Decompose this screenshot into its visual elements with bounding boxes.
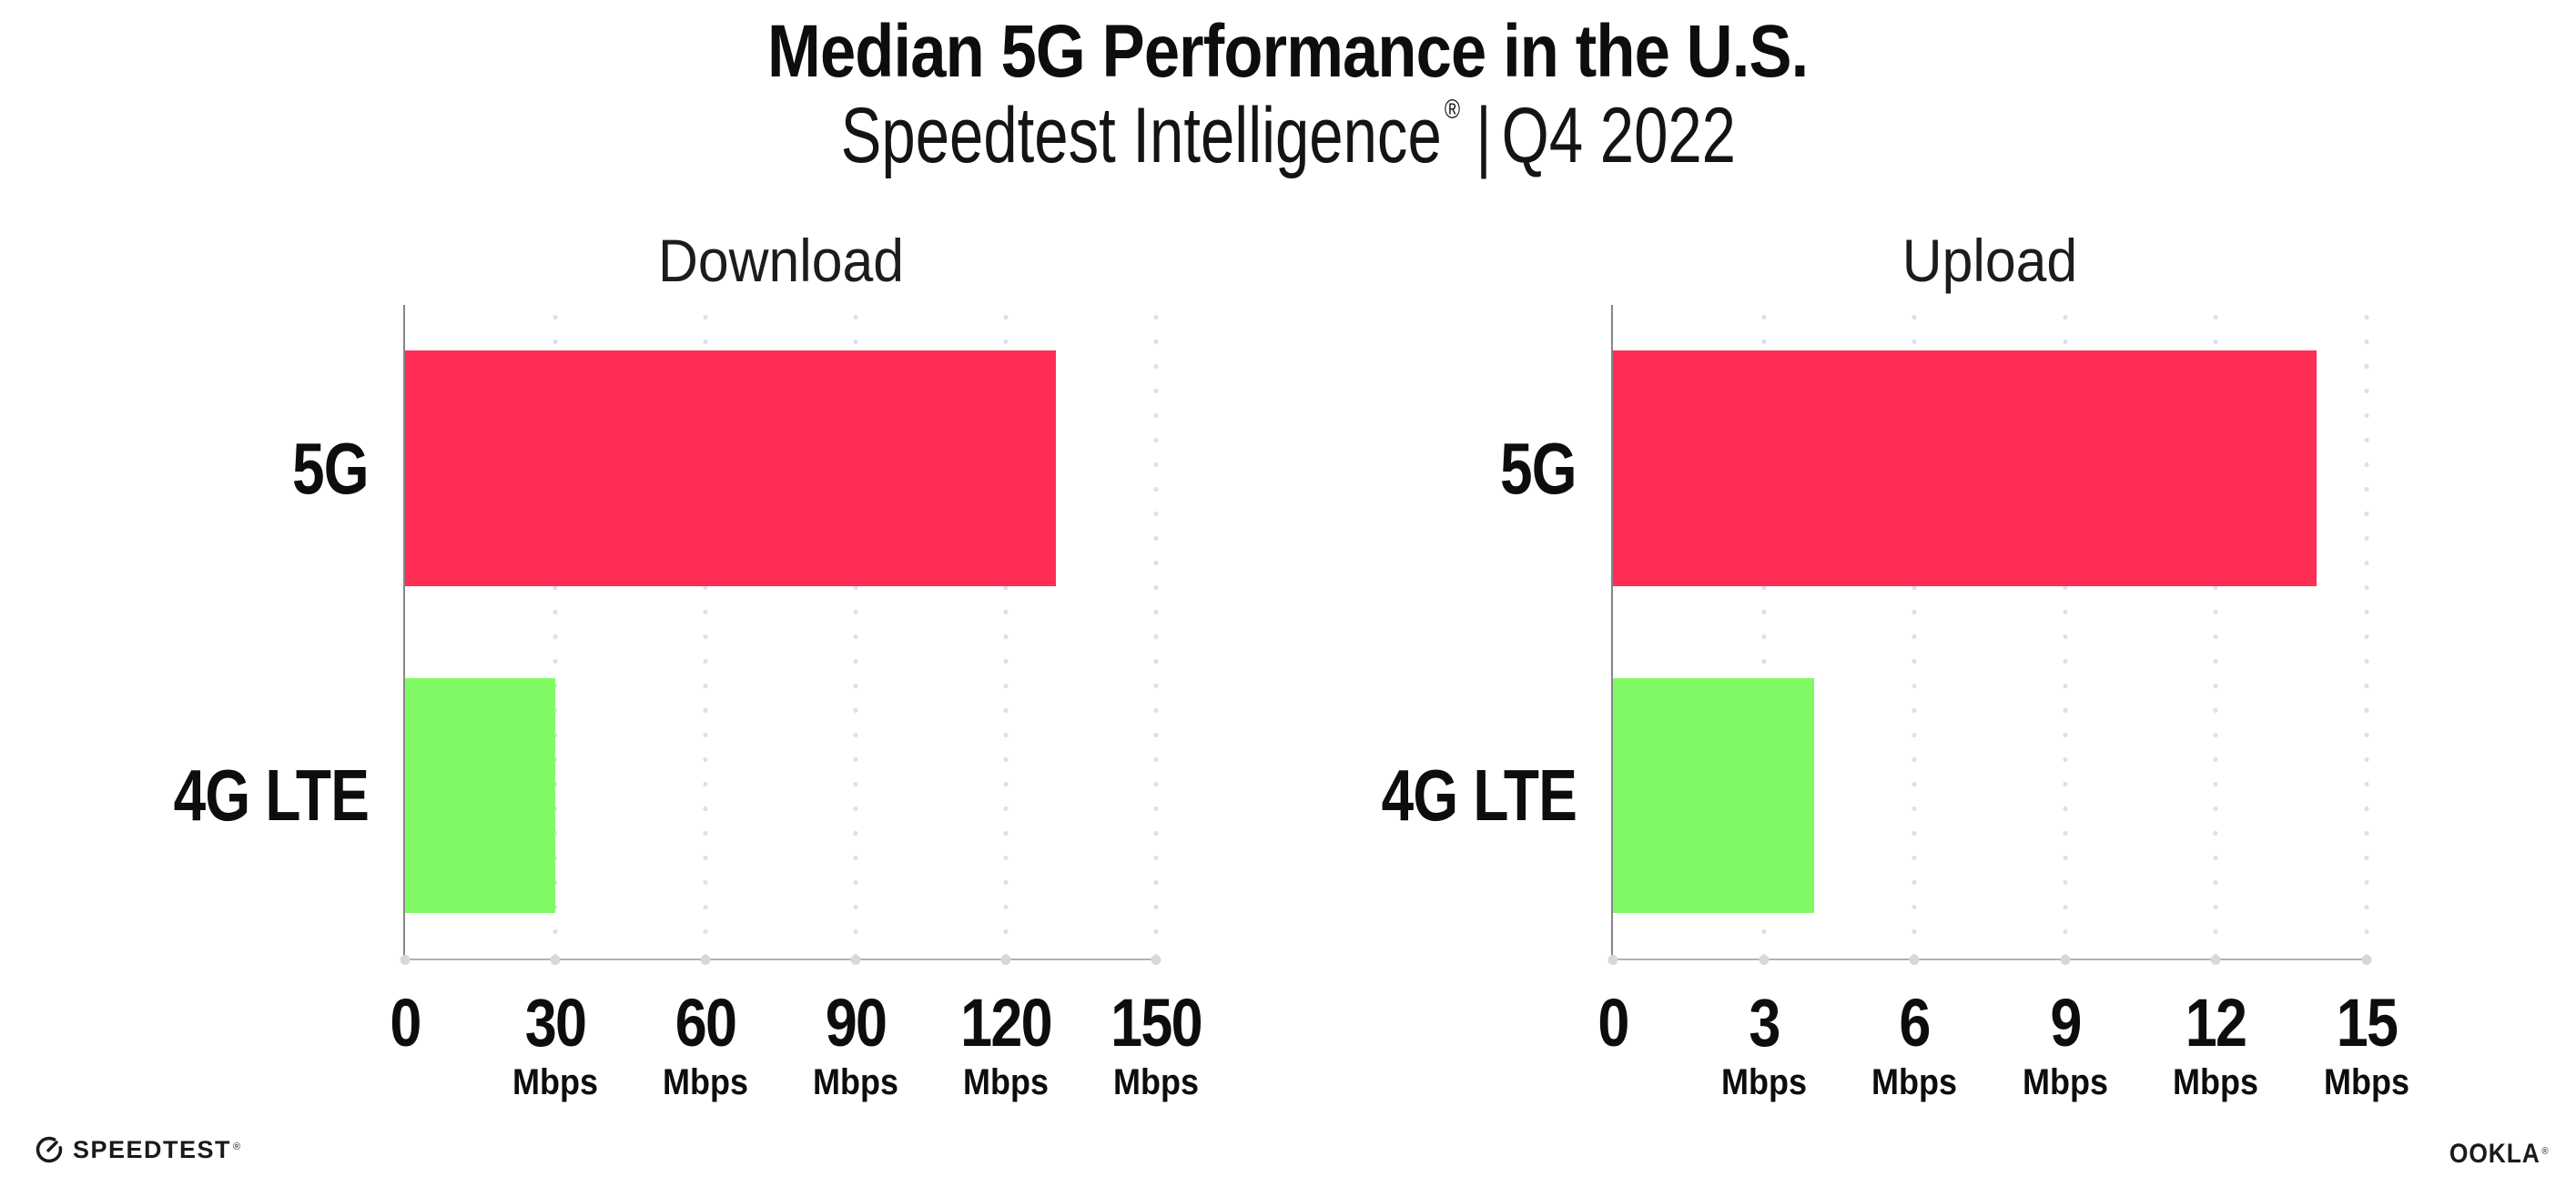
download-xtick-0: 0 [387,989,422,1101]
subtitle-product: Speedtest Intelligence [840,92,1442,179]
axis-tick-dot [400,955,411,965]
upload-4g-lte-bar [1613,678,1814,913]
gridline [1760,305,1767,960]
download-row-label-4g-lte: 4G LTE [173,755,370,836]
axis-tick-dot [2210,955,2221,965]
gridline [2062,305,2068,960]
gridline [1003,305,1009,960]
tick-value: 90 [825,985,887,1060]
download-xtick-120: 120 Mbps [952,989,1059,1101]
upload-5g-bar [1613,350,2317,586]
tick-unit: Mbps [663,1062,748,1102]
tick-unit: Mbps [512,1062,598,1102]
download-xtick-60: 60 Mbps [658,989,753,1101]
tick-unit: Mbps [2022,1062,2108,1102]
gridline [853,305,858,960]
page-title-text: Median 5G Performance in the U.S. [767,10,1809,93]
subtitle-period: Q4 2022 [1501,92,1736,179]
tick-value: 60 [674,985,737,1060]
upload-xtick-9: 9 Mbps [2018,989,2113,1101]
download-chart-plot: Download 5G 4G LTE 0 30 Mbps 60 Mbps 90 [174,230,1203,1101]
download-chart-title: Download [657,227,904,294]
upload-xtick-0: 0 [1595,989,1630,1101]
download-row-label-5g: 5G [292,428,370,509]
tick-value: 150 [1111,985,1203,1060]
axis-tick-dot [850,955,861,965]
tick-unit: Mbps [813,1062,898,1102]
tick-value: 120 [960,985,1053,1060]
ookla-logo-text: OOKLA ® [2449,1141,2549,1168]
axis-tick-dot [1000,955,1011,965]
page-subtitle-text: Speedtest Intelligence ® | Q4 2022 [840,91,1735,181]
speedtest-wordmark: SPEEDTEST [73,1135,232,1163]
upload-xtick-15: 15 Mbps [2319,989,2414,1101]
gridline [553,305,558,960]
download-4g-lte-bar [405,678,555,913]
download-xtick-90: 90 Mbps [808,989,903,1101]
tick-value: 0 [390,985,421,1060]
upload-chart-plot: Upload 5G 4G LTE 0 3 Mbps 6 Mbps 9 Mbp [1382,230,2409,1101]
tick-unit: Mbps [963,1062,1049,1102]
tick-unit [1597,1064,1628,1101]
tick-unit: Mbps [2173,1062,2259,1102]
tick-value: 15 [2336,985,2399,1060]
axis-tick-dot [1759,955,1770,965]
speedtest-registered-mark: ® [233,1141,242,1152]
gridline [1153,305,1159,960]
speedtest-logo-text: SPEEDTEST ® [73,1135,242,1163]
gridline [2213,305,2219,960]
ookla-registered-mark: ® [2541,1146,2549,1157]
axis-tick-dot [2060,955,2071,965]
tick-value: 30 [524,985,587,1060]
tick-unit: Mbps [1113,1062,1199,1102]
axis-tick-dot [2361,955,2372,965]
gridline [703,305,708,960]
download-xtick-30: 30 Mbps [508,989,603,1101]
tick-value: 0 [1597,985,1629,1060]
upload-xtick-12: 12 Mbps [2168,989,2263,1101]
ookla-logo: OOKLA ® [2436,1141,2549,1168]
page-subtitle: Speedtest Intelligence ® | Q4 2022 [0,91,2576,181]
page-title: Median 5G Performance in the U.S. [0,9,2576,95]
upload-row-label-5g: 5G [1500,428,1577,509]
gridline [2364,305,2369,960]
tick-unit: Mbps [1720,1062,1807,1102]
tick-value: 6 [1899,985,1932,1060]
tick-value: 9 [2050,985,2082,1060]
ookla-wordmark: OOKLA [2449,1139,2541,1169]
axis-tick-dot [1151,955,1161,965]
upload-xtick-3: 3 Mbps [1716,989,1810,1101]
axis-tick-dot [1607,955,1618,965]
speedtest-gauge-icon [35,1135,64,1164]
gridline [1912,305,1918,960]
tick-unit: Mbps [2324,1062,2409,1102]
tick-unit [389,1064,421,1101]
upload-row-label-4g-lte: 4G LTE [1381,755,1577,836]
axis-tick-dot [1909,955,1920,965]
download-5g-bar [405,350,1056,586]
download-xtick-150: 150 Mbps [1102,989,1209,1101]
subtitle-separator: | [1475,92,1492,179]
upload-xtick-6: 6 Mbps [1867,989,1962,1101]
upload-chart-title: Upload [1902,227,2078,294]
registered-trademark-icon: ® [1444,95,1460,125]
tick-value: 3 [1748,985,1780,1060]
axis-tick-dot [550,955,561,965]
axis-tick-dot [700,955,711,965]
speedtest-logo: SPEEDTEST ® [35,1135,242,1164]
tick-value: 12 [2186,985,2247,1060]
tick-unit: Mbps [1871,1062,1958,1102]
